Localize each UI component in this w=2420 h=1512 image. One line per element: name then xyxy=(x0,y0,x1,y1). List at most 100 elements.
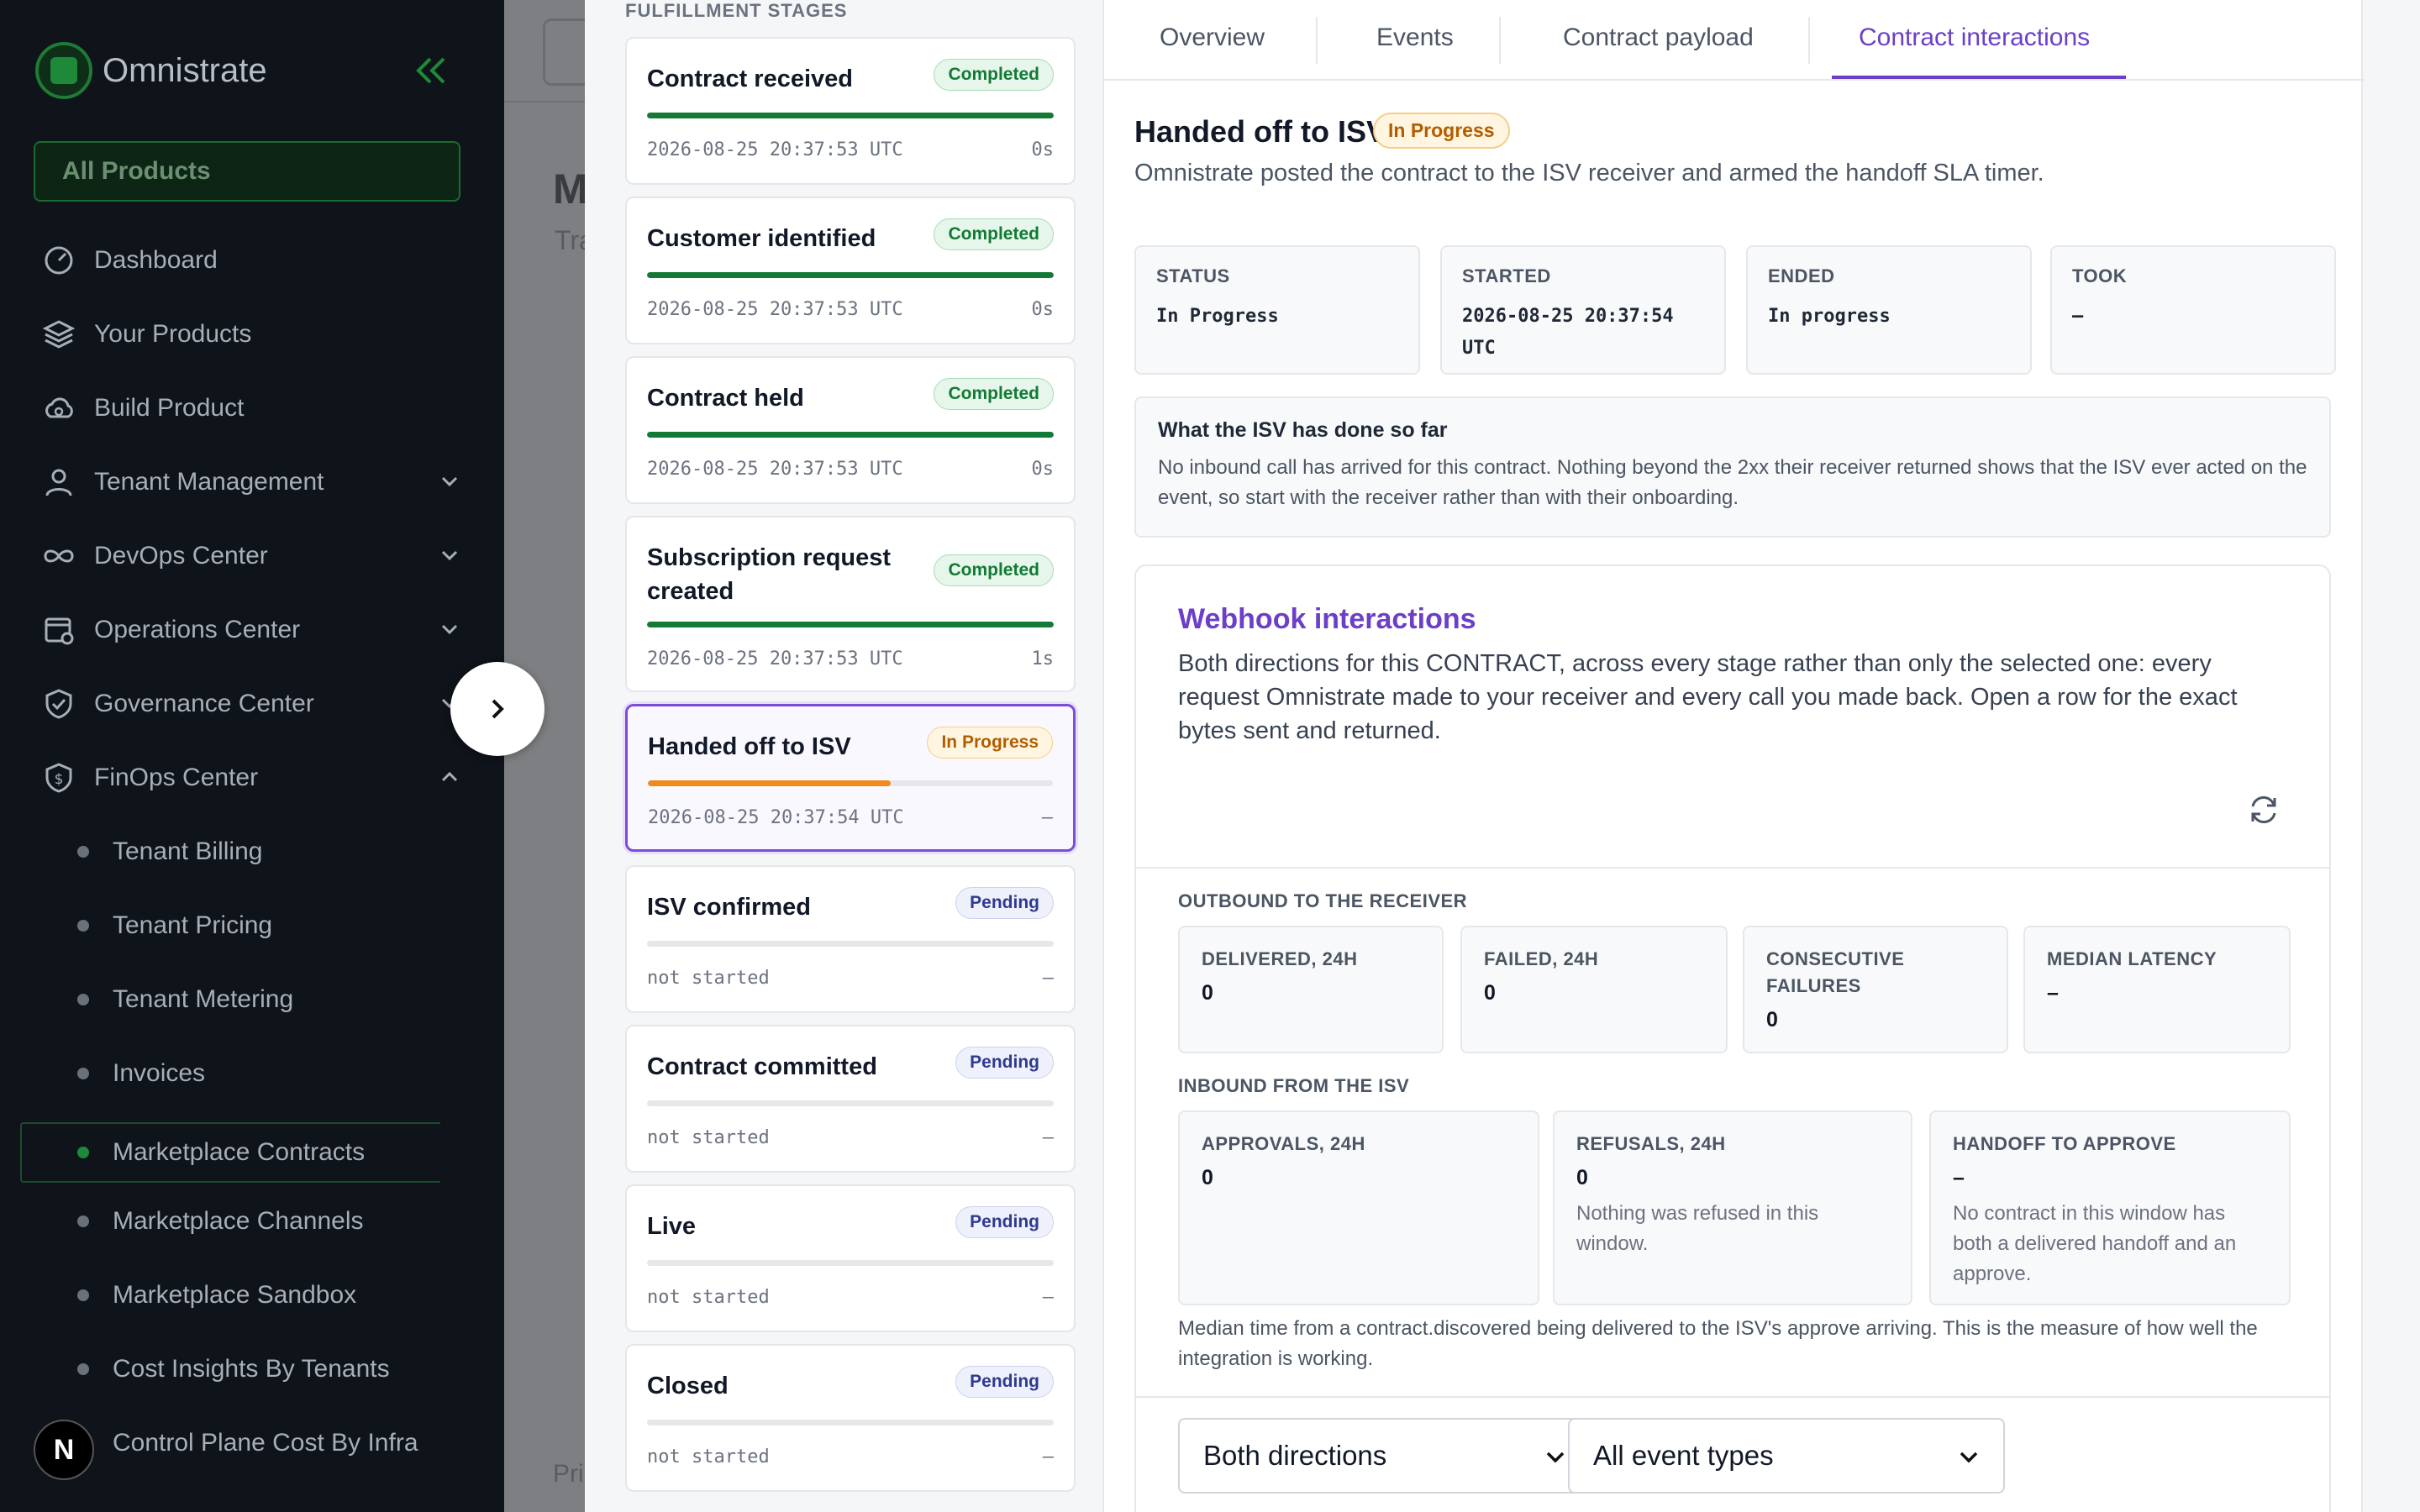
metric-label: APPROVALS, 24H xyxy=(1202,1133,1365,1154)
sidebar-item-marketplace-channels[interactable]: Marketplace Channels xyxy=(77,1198,364,1245)
webhook-interactions-card: Webhook interactions Both directions for… xyxy=(1134,564,2331,1512)
stage-progress-bar xyxy=(647,941,1054,947)
sidebar-item-dashboard[interactable]: Dashboard xyxy=(42,235,462,286)
refresh-icon[interactable] xyxy=(2245,791,2282,828)
stat-card-started: STARTED 2026-08-25 20:37:54 UTC xyxy=(1440,245,1726,375)
stage-name: Customer identified xyxy=(647,225,876,252)
metric-label: DELIVERED, 24H xyxy=(1202,948,1358,969)
sidebar-item-label: FinOps Center xyxy=(94,764,259,791)
status-badge: Completed xyxy=(934,378,1054,410)
chevron-down-icon[interactable] xyxy=(437,469,462,494)
expand-drawer-button[interactable] xyxy=(450,662,544,756)
stage-timestamp: not started xyxy=(647,1446,770,1467)
user-avatar[interactable]: N xyxy=(34,1420,94,1480)
sidebar-item-marketplace-sandbox[interactable]: Marketplace Sandbox xyxy=(77,1272,356,1319)
sidebar-item-label: Tenant Metering xyxy=(113,985,294,1013)
scrollbar-track[interactable] xyxy=(2368,0,2420,1512)
sidebar-item-devops-center[interactable]: DevOps Center xyxy=(42,531,462,581)
stage-title: Handed off to ISV xyxy=(1134,114,1386,149)
stage-name: Contract received xyxy=(647,66,853,92)
sidebar-item-label: Invoices xyxy=(113,1059,206,1087)
bullet-icon xyxy=(77,920,89,932)
tab-divider xyxy=(1316,17,1318,64)
stage-timestamp: 2026-08-25 20:37:53 UTC xyxy=(647,648,903,669)
sidebar-item-tenant-billing[interactable]: Tenant Billing xyxy=(77,828,262,875)
stage-name: Live xyxy=(647,1213,697,1240)
user-icon xyxy=(45,469,72,496)
status-badge: Completed xyxy=(934,218,1054,250)
stage-duration: – xyxy=(1041,807,1053,828)
status-badge: Pending xyxy=(955,1366,1054,1398)
metric-value: 0 xyxy=(1576,1166,1588,1189)
stage-card[interactable]: Contract held Completed 2026-08-25 20:37… xyxy=(625,356,1076,504)
note-body: No inbound call has arrived for this con… xyxy=(1158,456,2307,509)
bullet-icon xyxy=(77,1068,89,1079)
layers-icon xyxy=(42,320,76,349)
metrics-footnote: Median time from a contract.discovered b… xyxy=(1178,1317,2258,1370)
sidebar-item-tenant-metering[interactable]: Tenant Metering xyxy=(77,976,293,1023)
sidebar-item-label: Operations Center xyxy=(94,616,301,643)
chevron-down-icon[interactable] xyxy=(437,617,462,642)
stage-timestamp: not started xyxy=(647,1287,770,1308)
sidebar-item-cost-insights[interactable]: Cost Insights By Tenants xyxy=(77,1346,390,1393)
stage-card[interactable]: Customer identified Completed 2026-08-25… xyxy=(625,197,1076,344)
tab-events[interactable]: Events xyxy=(1376,24,1454,51)
sidebar-item-tenant-pricing[interactable]: Tenant Pricing xyxy=(77,902,272,949)
sidebar-item-build-product[interactable]: Build Product xyxy=(42,383,462,433)
background-page-title: M xyxy=(553,165,588,213)
sidebar-item-finops-center[interactable]: $ FinOps Center xyxy=(42,753,462,803)
sidebar-item-marketplace-contracts[interactable]: Marketplace Contracts xyxy=(20,1122,440,1183)
brand-logo[interactable]: Omnistrate xyxy=(35,42,267,99)
all-products-button[interactable]: All Products xyxy=(34,141,460,202)
selected-value: All event types xyxy=(1593,1440,1774,1471)
chevron-up-icon[interactable] xyxy=(437,764,462,790)
operations-icon xyxy=(45,617,74,645)
sidebar-item-governance-center[interactable]: Governance Center xyxy=(42,679,462,729)
metric-handoff-to-approve: HANDOFF TO APPROVE – No contract in this… xyxy=(1929,1110,2291,1305)
inbound-section-label: INBOUND FROM THE ISV xyxy=(1178,1075,1410,1096)
event-type-filter-select[interactable]: All event types xyxy=(1568,1418,2005,1494)
sidebar-item-tenant-management[interactable]: Tenant Management xyxy=(42,457,462,507)
sidebar-item-label: Cost Insights By Tenants xyxy=(113,1355,390,1383)
tab-contract-payload[interactable]: Contract payload xyxy=(1563,24,1754,51)
stage-duration: – xyxy=(1042,1287,1054,1308)
tab-overview[interactable]: Overview xyxy=(1160,24,1265,51)
stat-value: In progress xyxy=(1768,306,1891,327)
bullet-icon xyxy=(77,846,89,858)
stage-card[interactable]: Subscription request created Completed 2… xyxy=(625,516,1076,692)
stage-card[interactable]: ISV confirmed Pending not started – xyxy=(625,865,1076,1013)
stage-card-selected[interactable]: Handed off to ISV In Progress 2026-08-25… xyxy=(625,704,1076,852)
collapse-sidebar-icon[interactable] xyxy=(412,54,450,87)
stat-label: TOOK xyxy=(2072,265,2128,286)
metric-note: No contract in this window has both a de… xyxy=(1953,1202,2237,1285)
dashboard-icon xyxy=(45,246,73,275)
sidebar-item-your-products[interactable]: Your Products xyxy=(42,309,462,360)
sidebar-item-label: Build Product xyxy=(94,394,245,422)
stage-card[interactable]: Contract received Completed 2026-08-25 2… xyxy=(625,37,1076,185)
stage-card[interactable]: Contract committed Pending not started – xyxy=(625,1025,1076,1173)
status-badge: Completed xyxy=(934,554,1054,586)
stage-detail-panel: Overview Events Contract payload Contrac… xyxy=(1102,0,2365,1512)
stage-card[interactable]: Live Pending not started – xyxy=(625,1184,1076,1332)
sidebar-item-control-plane-cost[interactable]: Control Plane Cost By Infra xyxy=(77,1420,418,1467)
background-page-footer: Pri xyxy=(553,1460,584,1488)
stage-card[interactable]: Closed Pending not started – xyxy=(625,1344,1076,1492)
direction-filter-select[interactable]: Both directions xyxy=(1178,1418,1591,1494)
metric-label: MEDIAN LATENCY xyxy=(2047,948,2217,969)
background-divider xyxy=(504,101,588,102)
stage-name: Handed off to ISV xyxy=(648,733,851,760)
chevron-down-icon xyxy=(1960,1452,1978,1463)
sidebar-item-invoices[interactable]: Invoices xyxy=(77,1050,205,1097)
tab-contract-interactions[interactable]: Contract interactions xyxy=(1859,24,2091,51)
stat-label: STARTED xyxy=(1462,265,1551,286)
section-divider xyxy=(1136,1396,2329,1398)
sidebar-item-label: DevOps Center xyxy=(94,542,268,570)
sidebar-item-operations-center[interactable]: Operations Center xyxy=(42,605,462,655)
chevron-down-icon[interactable] xyxy=(437,543,462,568)
fulfillment-stages-panel: FULFILLMENT STAGES Contract received Com… xyxy=(585,0,1106,1512)
selected-value: Both directions xyxy=(1203,1440,1387,1471)
sidebar: Omnistrate All Products Dashboard Your P… xyxy=(0,0,504,1512)
chevron-right-icon xyxy=(492,699,504,719)
status-badge: Pending xyxy=(955,887,1054,919)
contract-detail-drawer: FULFILLMENT STAGES Contract received Com… xyxy=(585,0,2420,1512)
